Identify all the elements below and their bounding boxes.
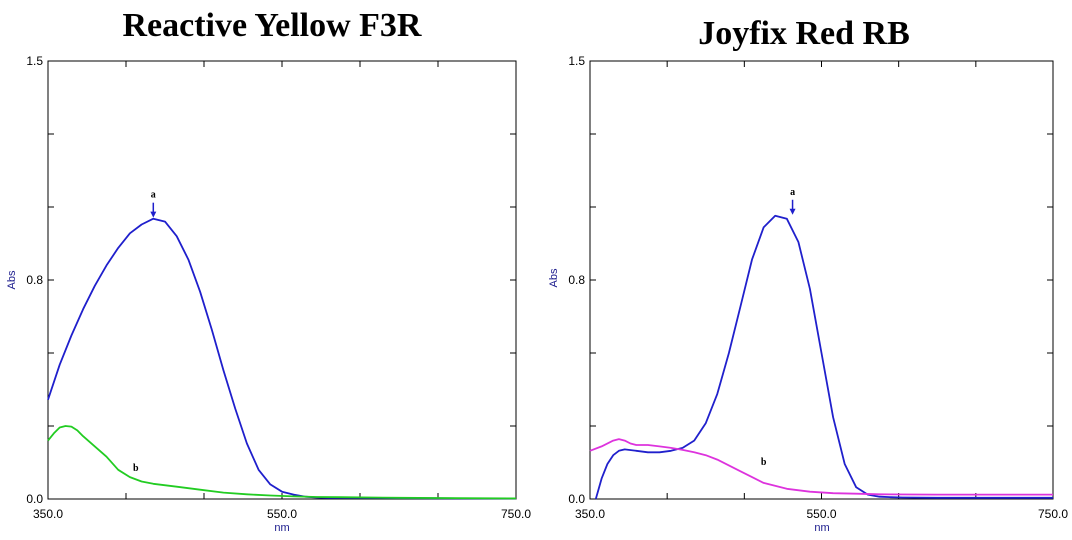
tick-labels: 350.0 550.0 750.0 0.0 0.8 1.5	[568, 54, 1068, 521]
annotation-label: b	[133, 463, 139, 474]
chart-svg-right: Joyfix Red RB 350.0 550.0 750.0 0.0 0.8 1.5 A…	[548, 15, 1068, 534]
plot-area	[589, 60, 1054, 500]
y-tick-label: 0.0	[568, 492, 585, 506]
series-line-a	[594, 214, 1053, 500]
peak-arrow-head	[789, 208, 796, 215]
annotation-label: a	[151, 190, 156, 201]
x-axis-label: nm	[814, 522, 829, 534]
annotation-layer: ab	[133, 190, 157, 474]
x-tick-label: 750.0	[1038, 507, 1068, 521]
y-axis-label: Abs	[548, 268, 560, 287]
x-tick-label: 350.0	[575, 507, 605, 521]
series-layer	[47, 217, 517, 500]
chart-title: Joyfix Red RB	[698, 15, 910, 52]
y-tick-label: 1.5	[568, 54, 585, 68]
peak-arrow-head	[150, 211, 157, 218]
series-layer	[589, 214, 1053, 500]
series-line-b	[47, 425, 517, 500]
y-tick-label: 0.8	[568, 273, 585, 287]
tick-marks	[48, 61, 516, 499]
chart-panel-right: Joyfix Red RB 350.0 550.0 750.0 0.0 0.8 1.5 A…	[536, 0, 1072, 540]
series-line-a	[47, 217, 516, 500]
chart-svg-left: Reactive Yellow F3R 350.0 550.0 750.0 0.0 0.…	[6, 7, 531, 534]
x-tick-label: 350.0	[33, 507, 63, 521]
tick-marks	[590, 61, 1053, 499]
y-axis-label: Abs	[6, 270, 18, 289]
tick-labels: 350.0 550.0 750.0 0.0 0.8 1.5	[26, 54, 531, 521]
x-tick-label: 750.0	[501, 507, 531, 521]
series-line-b	[589, 438, 1053, 496]
x-tick-label: 550.0	[806, 507, 836, 521]
y-tick-label: 0.8	[26, 273, 43, 287]
chart-title: Reactive Yellow F3R	[123, 7, 422, 44]
plot-area	[47, 60, 517, 500]
y-tick-label: 1.5	[26, 54, 43, 68]
chart-panel-left: Reactive Yellow F3R 350.0 550.0 750.0 0.0 0.…	[6, 7, 531, 534]
annotation-layer: ab	[761, 187, 796, 468]
y-tick-label: 0.0	[26, 492, 43, 506]
annotation-label: a	[790, 187, 795, 198]
x-tick-label: 550.0	[267, 507, 297, 521]
annotation-label: b	[761, 457, 767, 468]
x-axis-label: nm	[274, 522, 289, 534]
